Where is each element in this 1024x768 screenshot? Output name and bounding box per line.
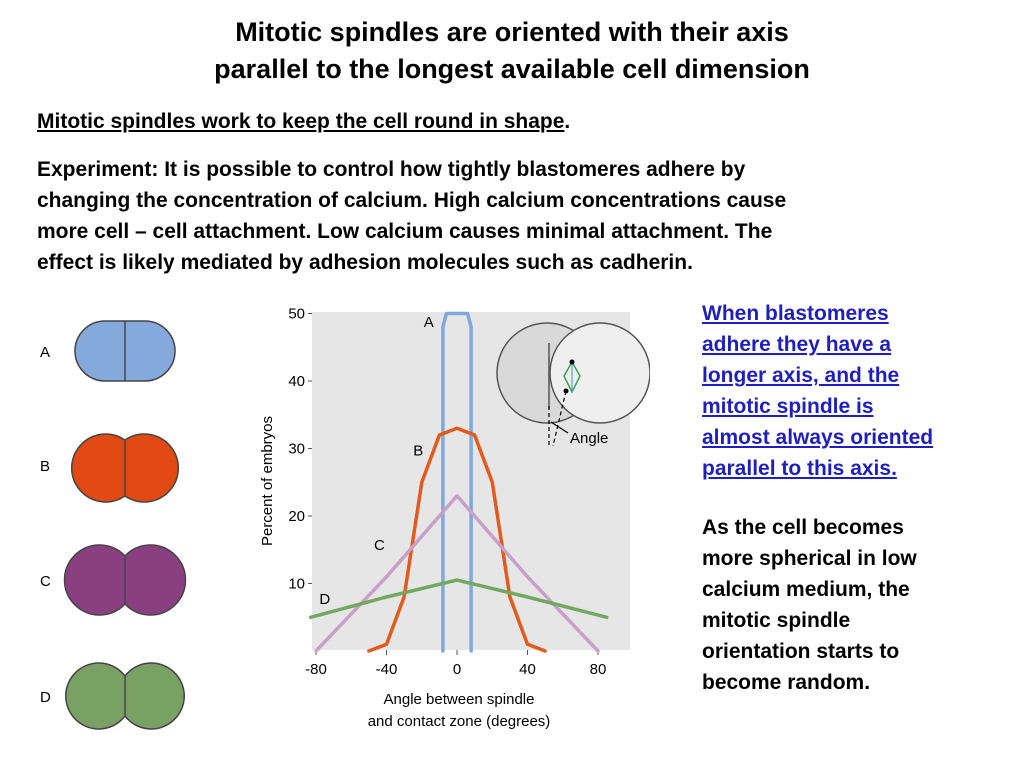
note-line: parallel to this axis.: [702, 457, 897, 480]
title-line-2: parallel to the longest available cell d…: [214, 54, 810, 84]
cell-label-b: B: [40, 458, 50, 475]
paragraph-line: more cell – cell attachment. Low calcium…: [37, 220, 773, 243]
y-axis-label: Percent of embryos: [259, 416, 276, 546]
y-tick-label: 50: [288, 306, 305, 323]
experiment-paragraph: Experiment: It is possible to control ho…: [37, 154, 997, 278]
note-line: orientation starts to: [702, 640, 900, 663]
note-line: calcium medium, the: [702, 578, 910, 601]
paragraph-line: Experiment: It is possible to control ho…: [37, 158, 746, 181]
cell-label-a: A: [40, 344, 50, 361]
y-tick-label: 40: [288, 373, 305, 390]
subheading-suffix: .: [564, 110, 571, 133]
x-axis-label-line-2: and contact zone (degrees): [368, 713, 551, 730]
series-label-d: D: [319, 591, 330, 608]
note-line: When blastomeres: [702, 302, 889, 325]
title-line-1: Mitotic spindles are oriented with their…: [235, 17, 789, 47]
inset-angle-label: Angle: [570, 430, 608, 447]
spherical-note: As the cell becomes more spherical in lo…: [702, 512, 1002, 698]
note-line: mitotic spindle: [702, 609, 851, 632]
subheading: Mitotic spindles work to keep the cell r…: [37, 110, 570, 134]
note-line: longer axis, and the: [702, 364, 900, 387]
cell-pair-c: C: [40, 544, 187, 616]
paragraph-line: changing the concentration of calcium. H…: [37, 189, 787, 212]
paragraph-line: effect is likely mediated by adhesion mo…: [37, 251, 693, 274]
series-line-b: [367, 426, 547, 653]
series-label-c: C: [374, 537, 385, 554]
note-line: mitotic spindle is: [702, 395, 874, 418]
series-label-b: B: [413, 442, 423, 459]
cell-pair-b: B: [40, 433, 179, 503]
series-layer: [308, 311, 609, 653]
inset-angle-pointer: [550, 421, 569, 434]
note-line: As the cell becomes: [702, 516, 904, 539]
x-tick-label: -80: [305, 661, 327, 678]
cell-pair-a: A: [40, 320, 176, 382]
x-tick-label: 40: [519, 661, 536, 678]
series-label-a: A: [424, 314, 434, 331]
orientation-chart: 10 20 30 40 50 -80 -40 0 40 80 A B C D Angle Percen…: [259, 306, 650, 730]
subheading-text: Mitotic spindles work to keep the cell r…: [37, 110, 565, 133]
inset-pole-top: [569, 359, 575, 365]
x-axis-label-line-1: Angle between spindle: [384, 691, 535, 708]
x-axis-ticks: -80 -40 0 40 80: [305, 650, 606, 678]
inset-cell-right: [549, 322, 650, 424]
note-line: almost always oriented: [702, 426, 934, 449]
y-axis-ticks: 10 20 30 40 50: [288, 306, 312, 593]
y-tick-label: 20: [288, 508, 305, 525]
x-tick-label: 80: [590, 661, 607, 678]
y-tick-label: 30: [288, 441, 305, 458]
note-line: adhere they have a: [702, 333, 892, 356]
x-tick-label: -40: [376, 661, 398, 678]
cell-label-d: D: [40, 689, 51, 706]
note-line: become random.: [702, 671, 871, 694]
series-labels: A B C D: [319, 314, 433, 608]
note-line: more spherical in low: [702, 547, 917, 570]
blastomere-pairs: A B C D: [40, 320, 187, 730]
inset-axis-spindle: [552, 390, 567, 447]
series-line-d: [308, 578, 609, 620]
series-line-a: [441, 311, 473, 653]
x-tick-label: 0: [453, 661, 461, 678]
adhesion-note: When blastomeres adhere they have a long…: [702, 298, 1002, 484]
cell-label-c: C: [40, 573, 51, 590]
slide-title: Mitotic spindles are oriented with their…: [0, 14, 1024, 88]
cell-pair-d: D: [40, 662, 185, 730]
angle-inset: Angle: [496, 322, 650, 447]
y-tick-label: 10: [288, 576, 305, 593]
